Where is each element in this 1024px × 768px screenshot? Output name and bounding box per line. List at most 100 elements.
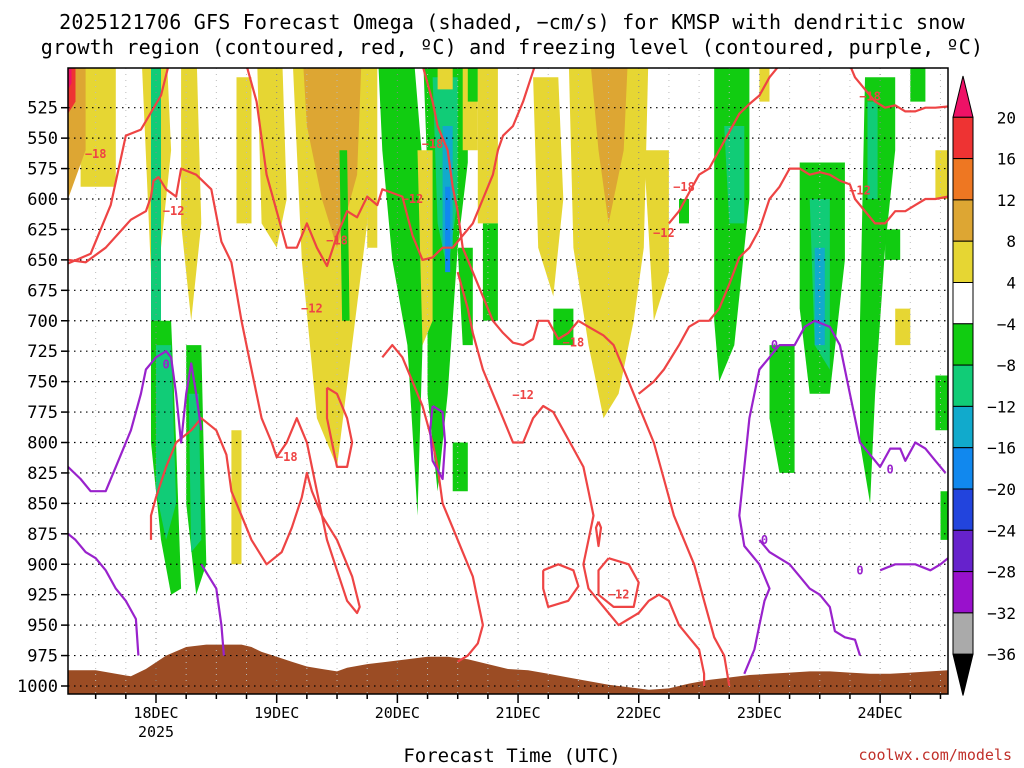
colorbar-label-5: −4 [997,315,1016,334]
contour-label-8: −18 [563,336,585,350]
x-tick-sublabel-18DEC: 2025 [138,723,174,741]
y-tick-label-600: 600 [27,190,58,210]
colorbar-label-10: −24 [987,521,1016,540]
colorbar-swatch-8 [952,405,974,449]
colorbar-swatch-5 [952,282,974,325]
omega-region-28 [467,68,478,102]
omega-region-34 [590,68,628,224]
colorbar-swatch-4 [952,240,974,283]
omega-region-47 [895,308,911,346]
x-tick-label-22DEC: 22DEC [616,704,661,722]
y-axis: 525 550 575 600 625 650 675 700 725 750 775 800 825 8… [17,99,68,697]
y-tick-label-750: 750 [27,373,58,393]
y-tick-label-950: 950 [27,616,58,636]
x-tick-label-21DEC: 21DEC [495,704,540,722]
colorbar-arrow-bottom [952,653,974,696]
contour-fzl-7 [879,557,948,572]
colorbar-label-7: −12 [987,397,1016,416]
contour-label-18: 0 [856,563,863,577]
omega-region-12 [231,430,242,565]
colorbar-label-1: 16 [997,150,1016,169]
x-axis-label: Forecast Time (UTC) [403,745,621,767]
contour-label-4: −18 [326,233,348,247]
y-tick-label-575: 575 [27,160,58,180]
y-tick-label-675: 675 [27,281,58,301]
x-tick-label-20DEC: 20DEC [375,704,420,722]
y-tick-label-800: 800 [27,434,58,454]
x-tick-label-18DEC: 18DEC [133,704,178,722]
omega-region-49 [935,150,948,199]
omega-region-7 [156,345,177,540]
contour-label-14: 0 [162,358,169,372]
omega-region-18 [378,68,428,516]
contour-fzl-2 [68,532,140,656]
omega-region-31 [533,77,564,297]
omega-region-11 [236,77,252,224]
omega-region-13 [257,68,287,248]
contour-fzl-6 [758,539,862,656]
colorbar-swatch-7 [952,364,974,407]
omega-region-24 [437,68,453,90]
y-tick-label-850: 850 [27,494,58,514]
contour-label-17: 0 [887,462,894,476]
contour-fzl-3 [200,563,225,656]
contour-label-11: −18 [859,90,881,104]
omega-region-16 [339,150,350,321]
omega-region-29 [477,68,498,224]
omega-region-22 [445,186,451,273]
contour-fzl-5 [738,319,947,675]
y-tick-label-700: 700 [27,312,58,332]
terrain-fill [68,644,948,694]
omega-region-45 [867,101,878,199]
y-tick-label-975: 975 [27,647,58,667]
y-tick-label-875: 875 [27,525,58,545]
colorbar-swatch-12 [952,571,974,614]
contour-dgz-left-1 [325,386,354,468]
y-tick-label-550: 550 [27,129,58,149]
omega-region-32 [553,308,574,346]
omega-region-46 [885,229,901,260]
colorbar-label-9: −20 [987,480,1016,499]
contour-dgz-cold-top-2 [191,38,256,53]
contour-label-9: −18 [673,180,695,194]
omega-region-3 [68,68,72,90]
colorbar-label-12: −32 [987,604,1016,623]
contour-label-10: −12 [653,226,675,240]
colorbar-swatch-9 [952,447,974,490]
contours [68,38,948,687]
y-tick-label-775: 775 [27,403,58,423]
contour-dgz-right-1 [638,167,948,395]
colorbar-label-3: 8 [1006,232,1016,251]
contour-label-2: −18 [422,137,444,151]
colorbar-swatch-10 [952,488,974,531]
contour-label-5: −12 [301,302,323,316]
colorbar-label-13: −36 [987,645,1016,664]
credit-link[interactable]: coolwx.com/models [858,746,1012,764]
colorbar-label-6: −8 [997,356,1016,375]
contour-fzl-1 [68,350,203,493]
colorbar-swatch-2 [952,158,974,201]
contour-dgz-loop-1 [542,563,580,609]
colorbar-label-2: 12 [997,191,1016,210]
omega-region-30 [482,223,498,321]
contour-labels: −18 −12 −18 −12 −18 −12 −18 −12 −18 −18 −12 −18 −12 −… [85,90,894,602]
contour-label-16: 0 [761,533,768,547]
omega-region-8 [181,68,202,321]
omega-region-0 [80,68,116,187]
omega-region-40 [769,345,795,473]
y-tick-label-725: 725 [27,342,58,362]
omega-region-50 [935,375,948,431]
colorbar-swatch-1 [952,116,974,160]
x-tick-label-24DEC: 24DEC [858,704,903,722]
contour-label-1: −12 [163,204,185,218]
x-tick-label-23DEC: 23DEC [737,704,782,722]
omega-region-51 [940,491,948,540]
contour-dgz-right-3 [849,68,948,113]
x-tick-label-19DEC: 19DEC [254,704,299,722]
colorbar-arrow-top [952,75,974,118]
omega-region-17 [367,68,378,248]
y-tick-label-525: 525 [27,99,58,119]
contour-dgz-mid-1 [456,271,706,686]
